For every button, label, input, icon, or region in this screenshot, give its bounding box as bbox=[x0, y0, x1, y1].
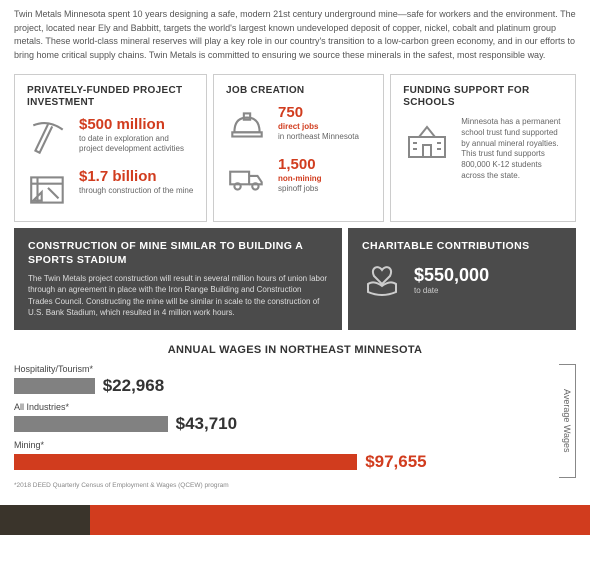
stat-desc: through construction of the mine bbox=[79, 186, 193, 196]
stats-row: PRIVATELY-FUNDED PROJECT INVESTMENT $500… bbox=[0, 74, 590, 228]
bar bbox=[14, 416, 168, 432]
stat-desc: in northeast Minnesota bbox=[278, 132, 359, 141]
card-charity: CHARITABLE CONTRIBUTIONS $550,000 to dat… bbox=[348, 228, 576, 330]
card-title: PRIVATELY-FUNDED PROJECT INVESTMENT bbox=[27, 85, 194, 109]
bar-group: Hospitality/Tourism* $22,968 bbox=[14, 364, 551, 396]
dark-row: CONSTRUCTION OF MINE SIMILAR TO BUILDING… bbox=[0, 228, 590, 340]
footer-photo bbox=[0, 505, 90, 535]
footer bbox=[0, 505, 590, 535]
bar-value: $43,710 bbox=[176, 414, 237, 434]
bar-group: Mining* $97,655 bbox=[14, 440, 551, 472]
hardhat-icon bbox=[226, 105, 268, 147]
pickaxe-icon bbox=[27, 117, 69, 159]
blueprint-icon bbox=[27, 169, 69, 211]
stat-value: $500 million bbox=[79, 117, 194, 132]
hands-heart-icon bbox=[362, 260, 402, 300]
card-title: CONSTRUCTION OF MINE SIMILAR TO BUILDING… bbox=[28, 240, 328, 267]
bar-group: All Industries* $43,710 bbox=[14, 402, 551, 434]
bar-label: All Industries* bbox=[14, 402, 551, 412]
axis-label: Average Wages bbox=[559, 364, 576, 478]
card-desc: Minnesota has a permanent school trust f… bbox=[461, 117, 563, 182]
card-construction: CONSTRUCTION OF MINE SIMILAR TO BUILDING… bbox=[14, 228, 342, 330]
stat-line: non-mining bbox=[278, 174, 322, 183]
card-investment: PRIVATELY-FUNDED PROJECT INVESTMENT $500… bbox=[14, 74, 207, 222]
school-icon bbox=[403, 117, 451, 165]
bar-value: $97,655 bbox=[365, 452, 426, 472]
truck-icon bbox=[226, 157, 268, 199]
charity-sub: to date bbox=[414, 286, 489, 295]
stat-line: direct jobs bbox=[278, 122, 318, 131]
footer-bar bbox=[90, 505, 590, 535]
card-desc: The Twin Metals project construction wil… bbox=[28, 273, 328, 318]
card-jobs: JOB CREATION 750 direct jobsin northeast… bbox=[213, 74, 384, 222]
card-title: JOB CREATION bbox=[226, 85, 371, 97]
intro-paragraph: Twin Metals Minnesota spent 10 years des… bbox=[0, 0, 590, 74]
stat-desc: to date in exploration and project devel… bbox=[79, 134, 194, 155]
stat-value: 750 bbox=[278, 105, 359, 120]
chart-title: ANNUAL WAGES IN NORTHEAST MINNESOTA bbox=[14, 344, 576, 356]
charity-value: $550,000 bbox=[414, 265, 489, 286]
bar bbox=[14, 454, 357, 470]
chart-footnote: *2018 DEED Quarterly Census of Employmen… bbox=[14, 482, 576, 489]
card-schools: FUNDING SUPPORT FOR SCHOOLS Minnesota ha… bbox=[390, 74, 576, 222]
stat-value: $1.7 billion bbox=[79, 169, 193, 184]
bar-label: Hospitality/Tourism* bbox=[14, 364, 551, 374]
card-title: FUNDING SUPPORT FOR SCHOOLS bbox=[403, 85, 563, 109]
stat-value: 1,500 bbox=[278, 157, 322, 172]
bar-label: Mining* bbox=[14, 440, 551, 450]
bar bbox=[14, 378, 95, 394]
wages-chart: ANNUAL WAGES IN NORTHEAST MINNESOTA Hosp… bbox=[0, 340, 590, 495]
bar-value: $22,968 bbox=[103, 376, 164, 396]
stat-desc: spinoff jobs bbox=[278, 184, 318, 193]
card-title: CHARITABLE CONTRIBUTIONS bbox=[362, 240, 562, 254]
